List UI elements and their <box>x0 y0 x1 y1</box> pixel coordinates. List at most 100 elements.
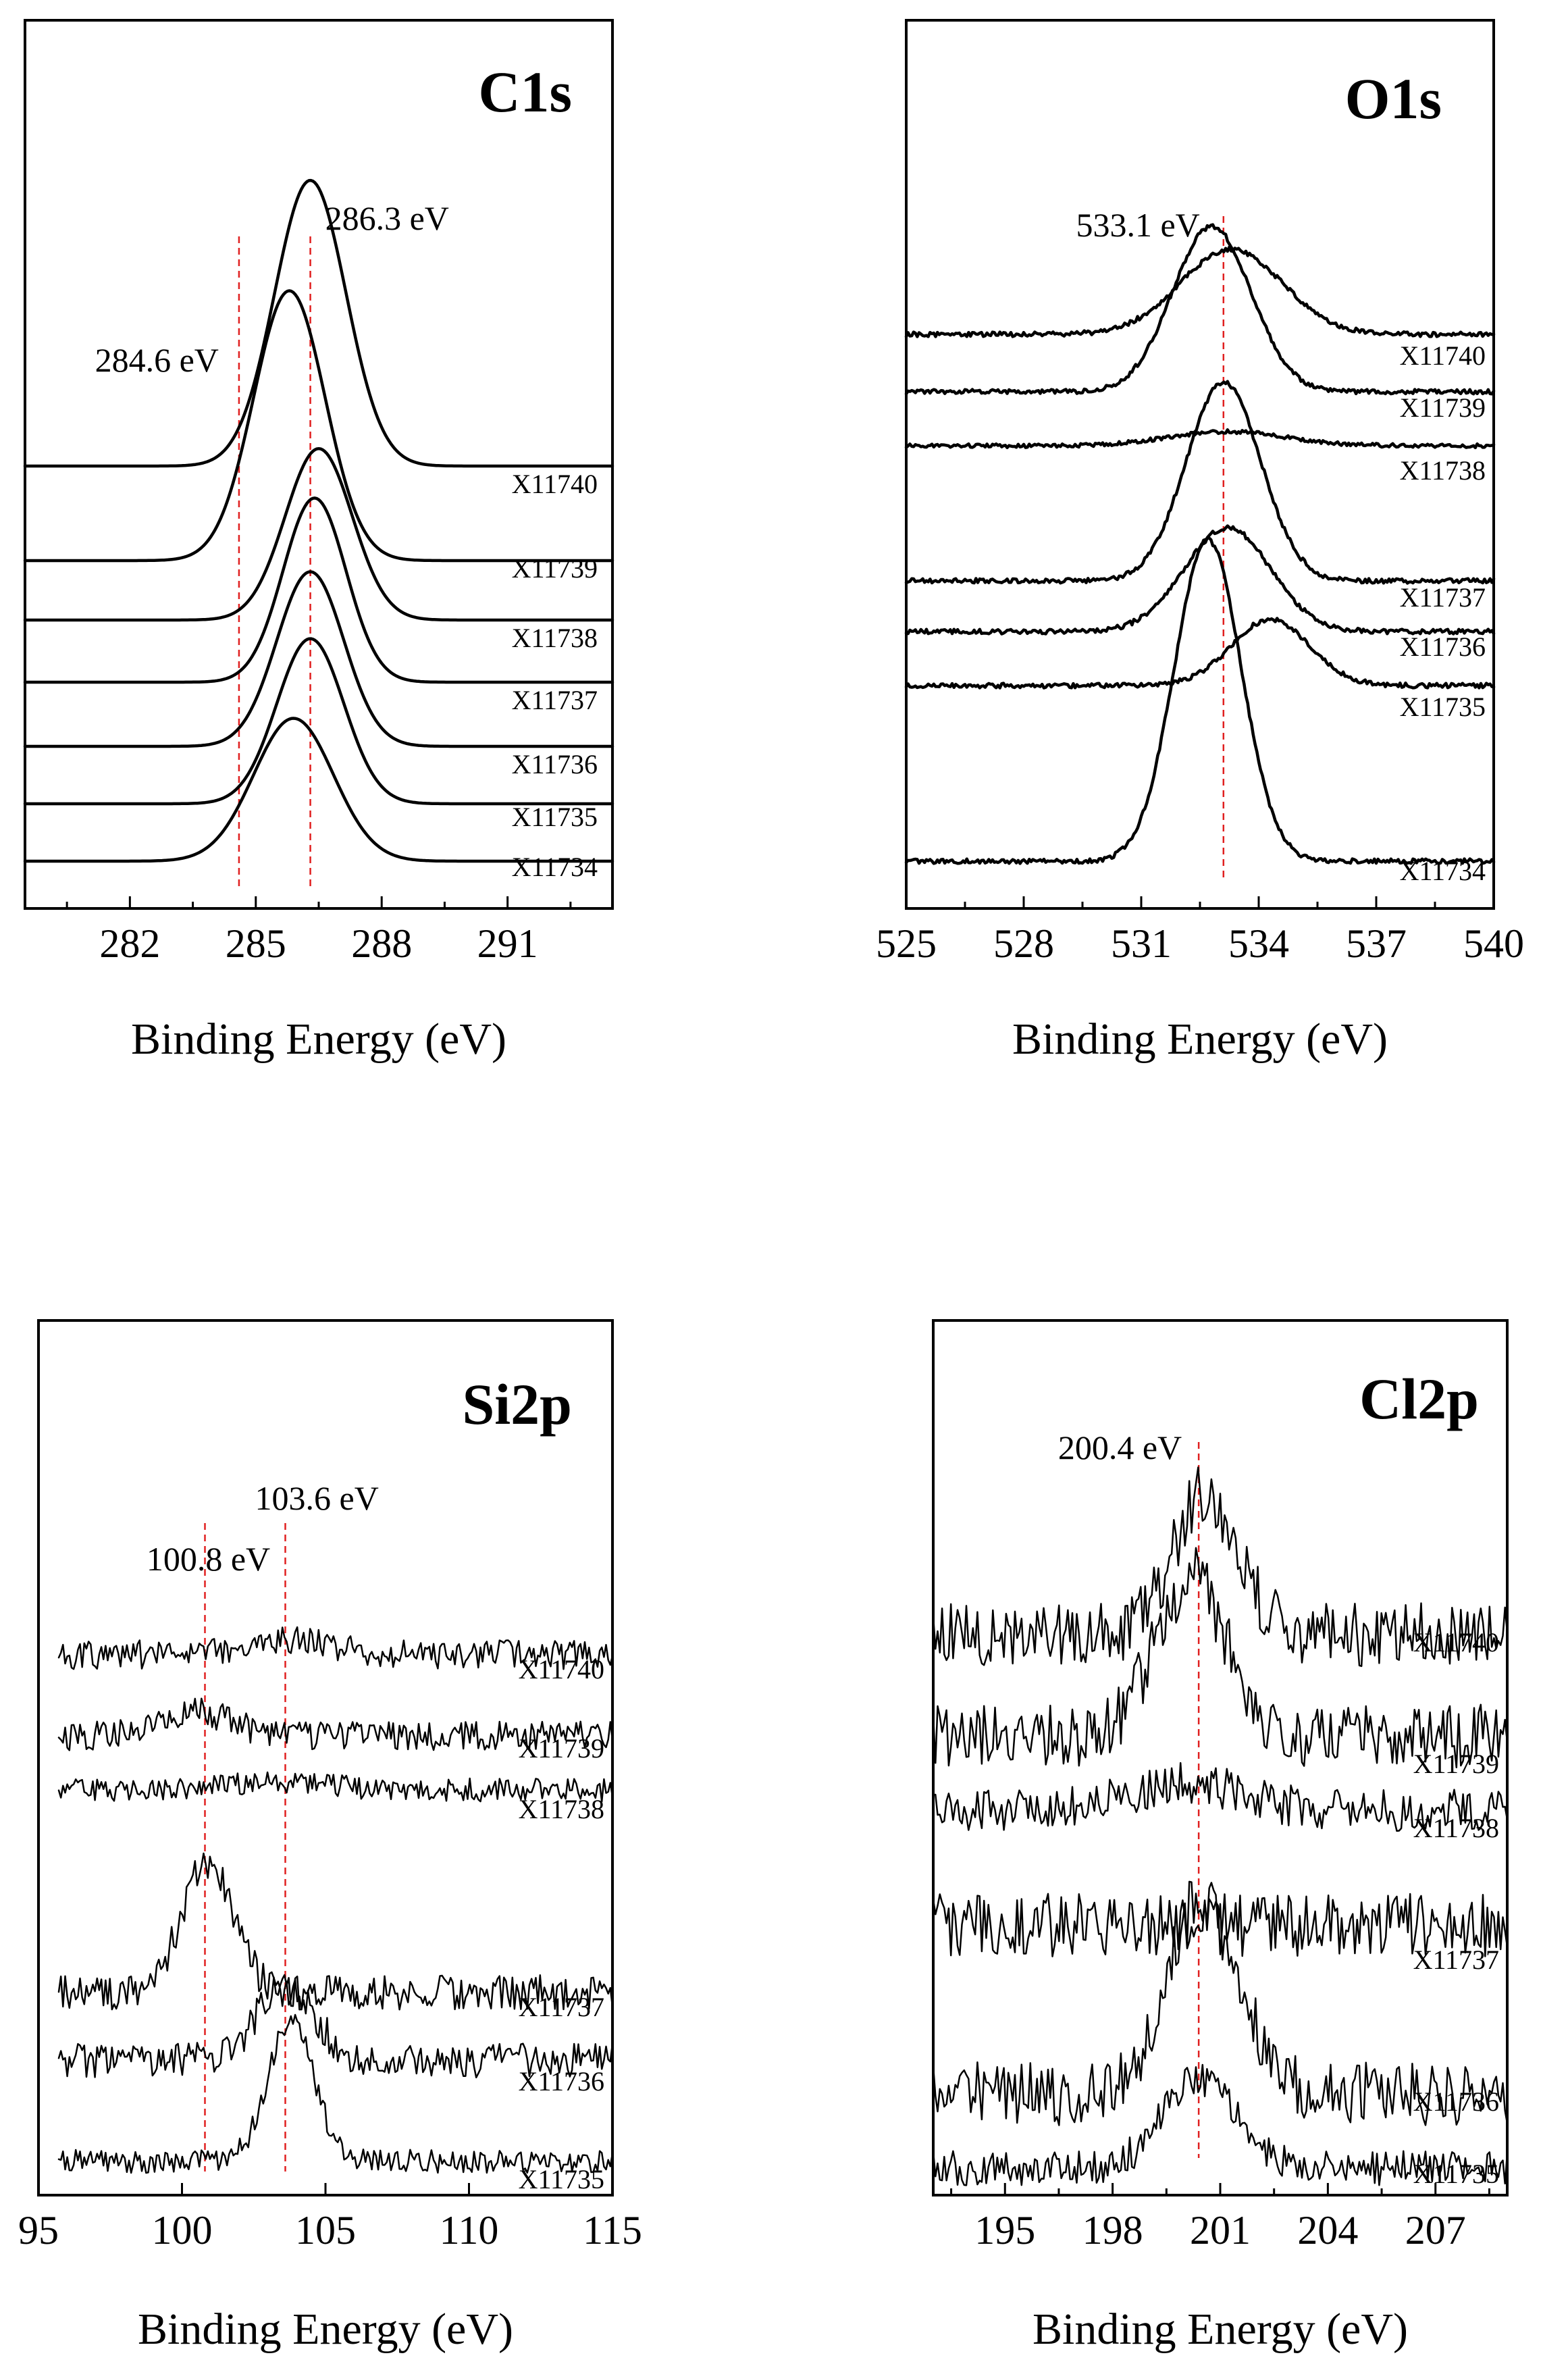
cl2p-title: Cl2p <box>1359 1366 1479 1431</box>
c1s-x-tick-label-0: 282 <box>99 921 160 966</box>
o1s-reference-lines: 533.1 eV <box>1076 206 1225 878</box>
cl2p-series-label-X11739: X11739 <box>1413 1749 1499 1779</box>
si2p-title: Si2p <box>462 1372 572 1437</box>
c1s-series-labels: X11740 X11739 X11738 X11737 X11736 X11735 X117… <box>512 469 598 882</box>
o1s-series-label-X11734: X11734 <box>1400 856 1486 886</box>
o1s-series-label-X11739: X11739 <box>1400 392 1486 423</box>
si2p-series-label-X11738: X11738 <box>519 1794 604 1824</box>
o1s-series-label-X11738: X11738 <box>1400 455 1486 486</box>
o1s-series-label-X11736: X11736 <box>1400 632 1486 662</box>
o1s-series-label-X11735: X11735 <box>1400 692 1486 722</box>
c1s-x-axis-label: Binding Energy (eV) <box>131 1014 506 1064</box>
o1s-trace-X11735 <box>904 617 1496 690</box>
c1s-series-label-X11738: X11738 <box>512 623 598 653</box>
si2p-trace-X11737 <box>57 1852 614 2011</box>
si2p-trace-X11740 <box>57 1626 614 1670</box>
si2p-x-axis-label: Binding Energy (eV) <box>138 2305 513 2354</box>
o1s-ref-label-0: 533.1 eV <box>1076 206 1199 244</box>
o1s-trace-X11734 <box>904 536 1496 865</box>
c1s-trace-X11734 <box>23 717 615 863</box>
c1s-traces <box>23 178 615 863</box>
c1s-reference-lines: 284.6 eV 286.3 eV <box>95 199 449 888</box>
c1s-trace-X11737 <box>23 496 615 684</box>
o1s-x-tick-label-4: 537 <box>1346 921 1407 966</box>
cl2p-series-label-X11738: X11738 <box>1413 1813 1499 1843</box>
o1s-title: O1s <box>1345 66 1442 131</box>
cl2p-trace-X11736 <box>932 1880 1509 2126</box>
c1s-trace-X11738 <box>23 446 615 622</box>
c1s-x-tick-label-1: 285 <box>226 921 286 966</box>
o1s-traces <box>904 223 1496 865</box>
cl2p-trace-X11737 <box>932 1893 1509 1957</box>
si2p-series-label-X11739: X11739 <box>519 1733 604 1764</box>
si2p-x-tick-label-2: 105 <box>295 2208 356 2253</box>
c1s-series-label-X11740: X11740 <box>512 469 598 499</box>
cl2p-traces <box>932 1466 1509 2186</box>
si2p-x-tick-label-0: 95 <box>18 2208 59 2253</box>
cl2p-trace-X11740 <box>932 1466 1509 1668</box>
c1s-series-label-X11739: X11739 <box>512 553 598 584</box>
cl2p-x-ticks: 195 198 201 204 207 <box>950 2183 1490 2253</box>
si2p-ref-label-0: 100.8 eV <box>147 1540 270 1578</box>
cl2p-series-label-X11737: X11737 <box>1413 1945 1499 1975</box>
si2p-series-label-X11740: X11740 <box>519 1654 604 1685</box>
si2p-trace-X11736 <box>57 1974 614 2079</box>
cl2p-x-tick-label-1: 198 <box>1082 2208 1143 2253</box>
si2p-x-ticks: 95 100 105 110 115 <box>18 2183 642 2253</box>
o1s-x-tick-label-5: 540 <box>1463 921 1524 966</box>
c1s-ref-label-0: 284.6 eV <box>95 341 219 379</box>
o1s-x-tick-label-0: 525 <box>876 921 937 966</box>
c1s-trace-X11740 <box>23 178 615 468</box>
cl2p-series-label-X11740: X11740 <box>1413 1627 1499 1658</box>
cl2p-x-tick-label-4: 207 <box>1405 2208 1466 2253</box>
si2p-ref-label-1: 103.6 eV <box>255 1479 379 1517</box>
o1s-series-labels: X11740 X11739 X11738 X11737 X11736 X11735 X117… <box>1400 340 1486 886</box>
o1s-trace-X11739 <box>904 223 1496 396</box>
o1s-x-axis-label: Binding Energy (eV) <box>1012 1014 1388 1064</box>
c1s-title: C1s <box>478 59 572 124</box>
si2p-series-labels: X11740 X11739 X11738 X11737 X11736 X11735 <box>519 1654 604 2194</box>
si2p-trace-X11739 <box>57 1697 614 1751</box>
c1s-x-tick-label-3: 291 <box>477 921 538 966</box>
c1s-series-label-X11736: X11736 <box>512 749 598 779</box>
cl2p-series-label-X11735: X11735 <box>1413 2159 1499 2189</box>
cl2p-x-tick-label-0: 195 <box>974 2208 1035 2253</box>
panel-o1s: O1s 533.1 eV X11740X11739X11738X11737X11… <box>876 19 1524 1064</box>
o1s-trace-X11737 <box>904 380 1496 585</box>
si2p-x-tick-label-3: 110 <box>440 2208 499 2253</box>
cl2p-ref-label-0: 200.4 eV <box>1058 1429 1182 1466</box>
si2p-series-label-X11736: X11736 <box>519 2066 604 2097</box>
o1s-series-label-X11737: X11737 <box>1400 582 1486 613</box>
si2p-trace-X11738 <box>57 1771 614 1803</box>
cl2p-x-axis-label: Binding Energy (eV) <box>1033 2305 1408 2354</box>
c1s-trace-X11736 <box>23 570 615 748</box>
o1s-x-ticks: 525 528 531 534 537 540 <box>876 896 1524 966</box>
panel-si2p: Si2p 100.8 eV 103.6 eV X11740 X11739 X11738… <box>18 1319 642 2354</box>
o1s-trace-X11738 <box>904 428 1496 450</box>
si2p-traces <box>57 1626 614 2174</box>
c1s-trace-X11735 <box>23 637 615 806</box>
c1s-series-label-X11734: X11734 <box>512 852 598 882</box>
cl2p-trace-X11738 <box>932 1762 1509 1832</box>
si2p-x-tick-label-1: 100 <box>152 2208 213 2253</box>
cl2p-series-label-X11736: X11736 <box>1413 2086 1499 2117</box>
c1s-x-tick-label-2: 288 <box>351 921 412 966</box>
c1s-x-ticks: 282 285 288 291 <box>66 896 572 966</box>
cl2p-x-tick-label-2: 201 <box>1190 2208 1251 2253</box>
o1s-x-tick-label-2: 531 <box>1111 921 1172 966</box>
o1s-x-tick-label-1: 528 <box>993 921 1054 966</box>
c1s-series-label-X11735: X11735 <box>512 802 598 832</box>
o1s-trace-X11740 <box>904 245 1496 338</box>
si2p-series-label-X11735: X11735 <box>519 2164 604 2194</box>
cl2p-series-labels: X11740 X11739 X11738 X11737 X11736 X11735 <box>1413 1627 1499 2189</box>
o1s-series-label-X11740: X11740 <box>1400 340 1486 371</box>
c1s-series-label-X11737: X11737 <box>512 685 598 715</box>
si2p-trace-X11735 <box>57 2013 614 2174</box>
o1s-x-tick-label-3: 534 <box>1228 921 1289 966</box>
panel-cl2p: Cl2p 200.4 eV X11740X11739X11738X11737X1… <box>932 1319 1509 2354</box>
c1s-ref-label-1: 286.3 eV <box>325 199 449 237</box>
cl2p-trace-X11739 <box>932 1547 1509 1769</box>
si2p-reference-lines: 100.8 eV 103.6 eV <box>147 1479 379 2172</box>
